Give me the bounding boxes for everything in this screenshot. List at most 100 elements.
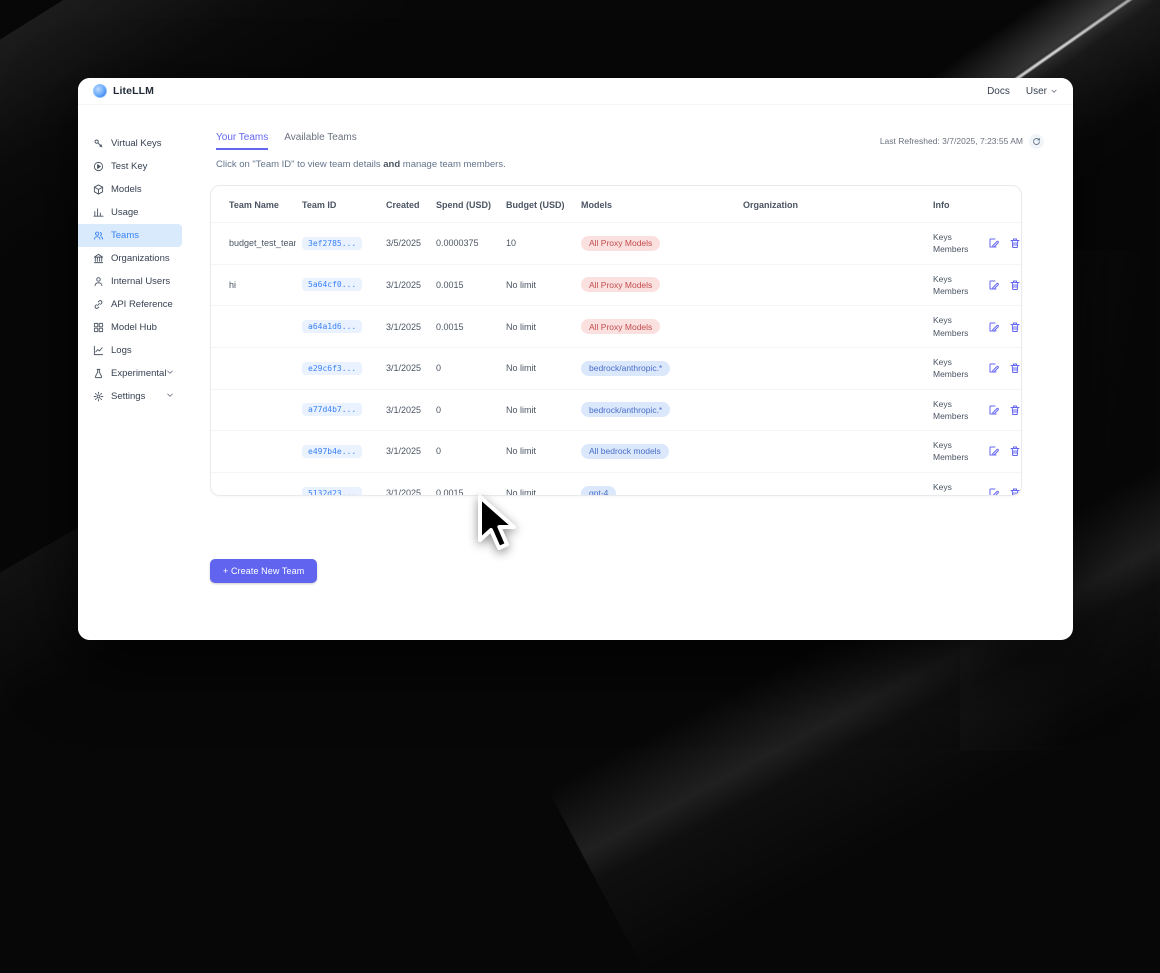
keys-link[interactable]: Keys <box>933 232 952 242</box>
sidebar-item-label: Organizations <box>111 253 170 264</box>
edit-team-icon[interactable] <box>988 362 1000 374</box>
keys-link[interactable]: Keys <box>933 481 952 492</box>
organization-cell <box>737 305 927 348</box>
sidebar-item-logs[interactable]: Logs <box>78 339 182 362</box>
litellm-logo-icon <box>93 84 107 98</box>
team-name-cell <box>211 346 296 389</box>
cube-icon <box>93 184 104 195</box>
members-link[interactable]: Members <box>933 369 969 380</box>
budget-cell: No limit <box>500 430 575 473</box>
refresh-button[interactable] <box>1029 133 1044 149</box>
members-link[interactable]: Members <box>933 452 969 463</box>
sidebar-item-api-reference[interactable]: API Reference <box>78 293 182 316</box>
bar-chart-icon <box>93 207 104 218</box>
spend-cell: 0.0015 <box>430 471 500 495</box>
tab-available-teams[interactable]: Available Teams <box>284 132 357 143</box>
members-link[interactable]: Members <box>933 327 969 338</box>
tabs: Your Teams Available Teams <box>216 132 357 150</box>
keys-link[interactable]: Keys <box>933 315 952 326</box>
column-header: Models <box>581 200 613 210</box>
sidebar-item-models[interactable]: Models <box>78 178 182 201</box>
topbar-right: Docs User <box>987 86 1058 97</box>
delete-team-icon[interactable] <box>1009 404 1021 416</box>
team-id-link[interactable]: a77d4b7... <box>302 403 363 417</box>
team-id-link[interactable]: e497b4e... <box>302 444 363 458</box>
team-row: budget_test_team 3ef2785... 3/5/2025 0.0000… <box>211 222 1021 265</box>
docs-link[interactable]: Docs <box>987 85 1010 97</box>
sidebar-item-usage[interactable]: Usage <box>78 201 182 224</box>
created-cell: 3/1/2025 <box>380 388 430 431</box>
team-id-link[interactable]: 3ef2785... <box>302 236 363 250</box>
edit-team-icon[interactable] <box>988 445 1000 457</box>
members-link[interactable]: Members <box>933 493 976 495</box>
spend-cell: 0 <box>430 430 500 473</box>
created-cell: 3/1/2025 <box>380 346 430 389</box>
members-link[interactable]: Members <box>933 410 969 421</box>
teams-table-card: Team Name Team ID Created Spend (USD) Budget… <box>210 185 1022 496</box>
sidebar-item-label: Internal Users <box>111 276 171 287</box>
budget-cell: No limit <box>500 263 575 306</box>
gear-icon <box>93 391 104 402</box>
user-menu[interactable]: User <box>1026 86 1058 97</box>
model-badge: All bedrock models <box>581 443 669 459</box>
sidebar-item-organizations[interactable]: Organizations <box>78 247 182 270</box>
team-name-cell <box>211 430 296 473</box>
sidebar-item-settings[interactable]: Settings <box>78 385 182 408</box>
delete-team-icon[interactable] <box>1009 362 1021 374</box>
members-link[interactable]: Members <box>933 244 969 255</box>
column-header: Created <box>386 200 420 210</box>
team-row: 5132d23... 3/1/2025 0.0015 No limit gpt-4 Key… <box>211 471 1021 495</box>
edit-team-icon[interactable] <box>988 279 1000 291</box>
keys-link[interactable]: Keys <box>933 440 952 451</box>
sidebar-item-experimental[interactable]: Experimental <box>78 362 182 385</box>
column-header: Team ID <box>302 200 337 210</box>
team-name-cell <box>211 305 296 348</box>
delete-team-icon[interactable] <box>1009 321 1021 333</box>
edit-team-icon[interactable] <box>988 487 1000 495</box>
organization-cell <box>737 222 927 265</box>
team-name-cell: hi <box>211 263 296 306</box>
delete-team-icon[interactable] <box>1009 279 1021 291</box>
sidebar-item-model-hub[interactable]: Model Hub <box>78 316 182 339</box>
team-id-link[interactable]: 5132d23... <box>302 486 363 495</box>
keys-link[interactable]: Keys <box>933 356 952 367</box>
sidebar-item-virtual-keys[interactable]: Virtual Keys <box>78 132 182 155</box>
edit-team-icon[interactable] <box>988 321 1000 333</box>
delete-team-icon[interactable] <box>1009 445 1021 457</box>
sidebar-item-internal-users[interactable]: Internal Users <box>78 270 182 293</box>
team-id-link[interactable]: 5a64cf0... <box>302 278 363 292</box>
created-cell: 3/5/2025 <box>380 222 430 265</box>
team-row: a64a1d6... 3/1/2025 0.0015 No limit All Prox… <box>211 305 1021 348</box>
mouse-cursor <box>478 495 516 550</box>
organization-cell <box>737 471 927 495</box>
sidebar-item-test-key[interactable]: Test Key <box>78 155 182 178</box>
team-row: e497b4e... 3/1/2025 0 No limit All bedrock m… <box>211 430 1021 473</box>
spend-cell: 0 <box>430 388 500 431</box>
team-id-link[interactable]: e29c6f3... <box>302 361 363 375</box>
delete-team-icon[interactable] <box>1009 487 1021 495</box>
line-chart-icon <box>93 345 104 356</box>
members-link[interactable]: Members <box>933 285 969 296</box>
keys-link[interactable]: Keys <box>933 398 952 409</box>
spend-cell: 0.0015 <box>430 305 500 348</box>
sidebar-item-label: API Reference <box>111 299 173 310</box>
edit-team-icon[interactable] <box>988 237 1000 249</box>
sidebar-item-teams[interactable]: Teams <box>78 224 182 247</box>
teams-table: Team Name Team ID Created Spend (USD) Budget… <box>211 186 1021 495</box>
sidebar-item-label: Logs <box>111 345 132 356</box>
keys-link[interactable]: Keys <box>933 273 952 284</box>
team-id-link[interactable]: a64a1d6... <box>302 320 363 334</box>
users-icon <box>93 230 104 241</box>
main-content: Your Teams Available Teams Last Refreshed… <box>210 105 1073 640</box>
tab-your-teams[interactable]: Your Teams <box>216 132 269 150</box>
organization-cell <box>737 263 927 306</box>
organization-cell <box>737 430 927 473</box>
create-new-team-button[interactable]: + Create New Team <box>210 559 318 583</box>
delete-team-icon[interactable] <box>1009 237 1021 249</box>
app-window: LiteLLM Docs User Virtual Keys Test Key Mo… <box>78 78 1073 640</box>
edit-team-icon[interactable] <box>988 404 1000 416</box>
table-header-row: Team Name Team ID Created Spend (USD) Budget… <box>211 186 1021 223</box>
sidebar-item-label: Virtual Keys <box>111 138 162 149</box>
team-name-cell <box>211 388 296 431</box>
chevron-down-icon <box>1050 87 1058 95</box>
